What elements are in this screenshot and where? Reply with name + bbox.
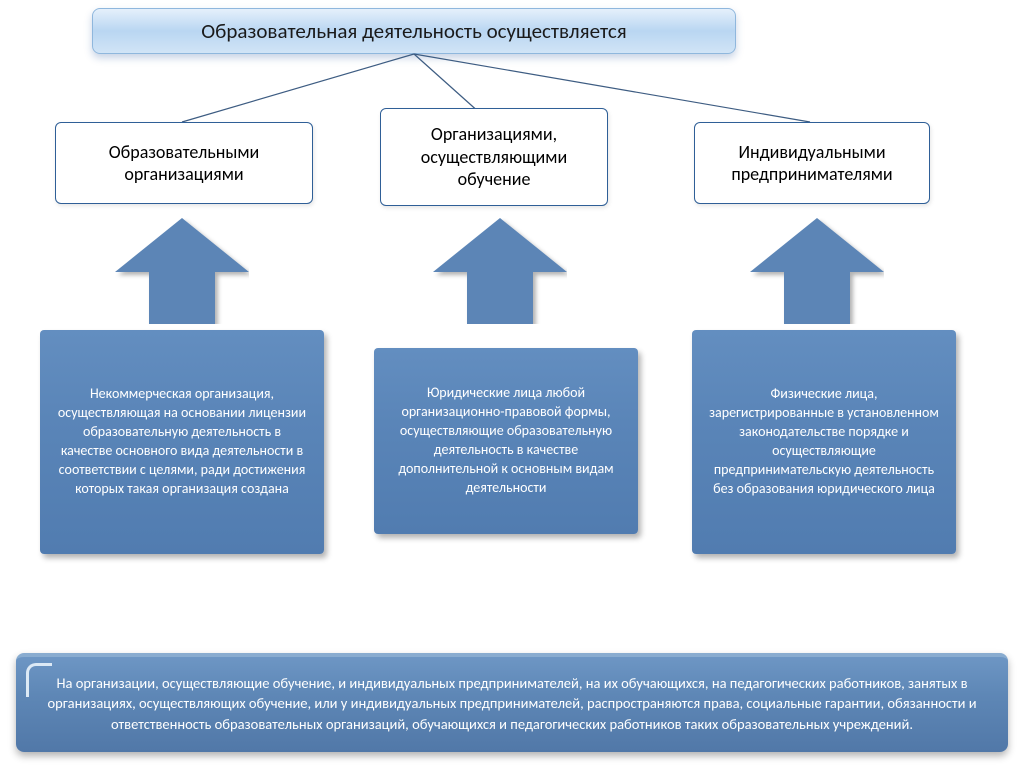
description-box-text: Некоммерческая организация, осуществляющ… bbox=[56, 385, 308, 498]
category-box-text: Индивидуальными предпринимателями bbox=[709, 141, 915, 186]
up-arrow-0 bbox=[115, 218, 249, 324]
category-box-text: Организациями, осуществляющими обучение bbox=[395, 123, 593, 191]
diagram-header: Образовательная деятельность осуществляе… bbox=[92, 8, 736, 54]
description-box-text: Юридические лица любой организационно-пр… bbox=[390, 384, 622, 497]
description-box-2: Физические лица, зарегистрированные в ус… bbox=[692, 330, 956, 554]
up-arrow-1 bbox=[433, 218, 567, 324]
diagram-footer-text: На организации, осуществляющие обучение,… bbox=[47, 674, 976, 733]
category-box-1: Организациями, осуществляющими обучение bbox=[380, 108, 608, 206]
diagram-footer: На организации, осуществляющие обучение,… bbox=[16, 653, 1008, 752]
category-box-text: Образовательными организациями bbox=[70, 141, 298, 186]
category-box-0: Образовательными организациями bbox=[55, 122, 313, 204]
up-arrow-2 bbox=[750, 218, 884, 324]
description-box-text: Физические лица, зарегистрированные в ус… bbox=[708, 385, 940, 498]
footer-corner-decoration bbox=[26, 663, 52, 697]
description-box-0: Некоммерческая организация, осуществляющ… bbox=[40, 330, 324, 554]
description-box-1: Юридические лица любой организационно-пр… bbox=[374, 348, 638, 534]
category-box-2: Индивидуальными предпринимателями bbox=[694, 122, 930, 204]
diagram-header-text: Образовательная деятельность осуществляе… bbox=[201, 18, 626, 44]
